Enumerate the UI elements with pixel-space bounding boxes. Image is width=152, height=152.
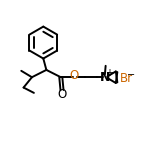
Text: Br: Br [120,72,133,85]
Text: O: O [57,88,67,101]
Text: O: O [70,69,79,82]
Text: +: + [105,68,113,78]
Text: N: N [100,71,110,84]
Text: −: − [127,70,136,80]
